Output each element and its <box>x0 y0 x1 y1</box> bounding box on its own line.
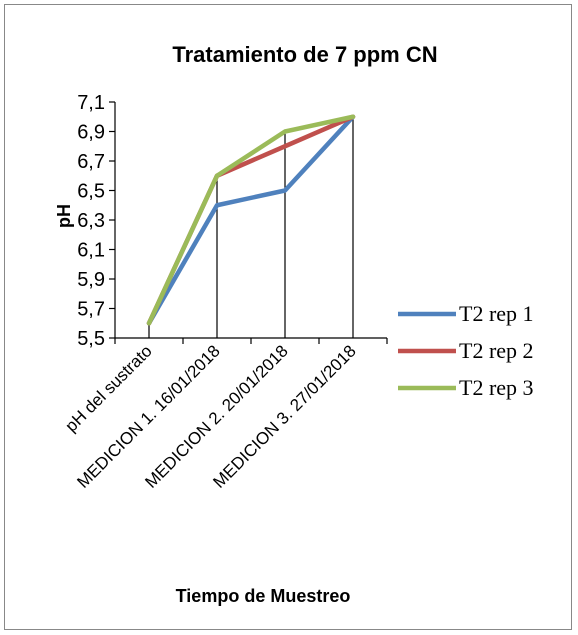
x-tick-label: MEDICION 1. 16/01/2018 <box>73 341 223 491</box>
series-line-3 <box>146 114 356 326</box>
series-line-1 <box>146 114 356 326</box>
y-tick-label: 6,1 <box>77 240 105 262</box>
x-tick-label: MEDICION 2. 20/01/2018 <box>141 341 291 491</box>
legend-label: T2 rep 2 <box>459 338 534 363</box>
legend-label: T2 rep 3 <box>459 375 534 400</box>
y-tick-label: 6,3 <box>77 210 105 232</box>
y-tick-label: 5,9 <box>77 269 105 291</box>
legend: T2 rep 1 T2 rep 2 T2 rep 3 <box>398 301 534 400</box>
series-lines <box>146 114 356 326</box>
chart-frame <box>4 4 572 630</box>
x-tick-label: MEDICION 3. 27/01/2018 <box>209 341 359 491</box>
y-tick-label: 6,5 <box>77 181 105 203</box>
legend-label: T2 rep 1 <box>459 301 534 326</box>
y-tick-label: 5,7 <box>77 299 105 321</box>
y-axis-title: pH <box>54 204 74 228</box>
y-tick-label: 6,9 <box>77 122 105 144</box>
y-tick-labels: 7,1 6,9 6,7 6,5 6,3 6,1 5,9 5,7 5,5 <box>77 92 105 350</box>
y-tick-label: 5,5 <box>77 328 105 350</box>
y-tick-label: 6,7 <box>77 151 105 173</box>
chart-title: Tratamiento de 7 ppm CN <box>172 42 437 67</box>
drop-lines <box>148 116 354 338</box>
y-tick-label: 7,1 <box>77 92 105 114</box>
axes <box>109 101 388 344</box>
x-axis-title: Tiempo de Muestreo <box>176 586 351 606</box>
